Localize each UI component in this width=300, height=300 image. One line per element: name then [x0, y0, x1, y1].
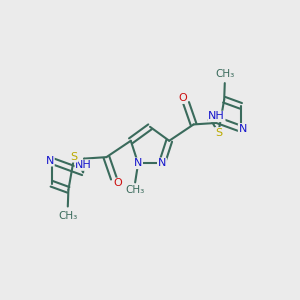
Text: O: O — [113, 178, 122, 188]
Text: N: N — [158, 158, 166, 168]
Text: N: N — [158, 158, 166, 168]
Text: CH₃: CH₃ — [58, 211, 77, 221]
Text: S: S — [70, 152, 78, 162]
Text: NH: NH — [208, 111, 225, 122]
Text: N: N — [46, 156, 54, 166]
Text: NH: NH — [75, 160, 92, 170]
Text: CH₃: CH₃ — [215, 69, 234, 79]
Text: CH₃: CH₃ — [125, 185, 145, 195]
Text: N: N — [238, 124, 247, 134]
Text: S: S — [215, 128, 222, 138]
Text: N: N — [134, 158, 142, 168]
Text: N: N — [131, 185, 139, 195]
Text: O: O — [178, 93, 187, 103]
Text: N: N — [134, 158, 142, 168]
